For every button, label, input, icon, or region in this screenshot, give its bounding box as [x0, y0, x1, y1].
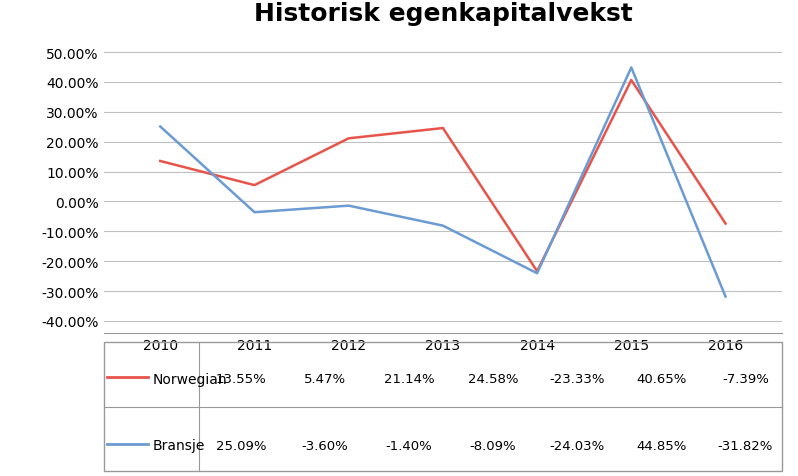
Text: Norwegian: Norwegian — [152, 372, 227, 386]
Text: 40.65%: 40.65% — [636, 372, 686, 385]
Text: -7.39%: -7.39% — [722, 372, 768, 385]
Text: 24.58%: 24.58% — [468, 372, 519, 385]
Text: -3.60%: -3.60% — [302, 439, 348, 452]
Text: -23.33%: -23.33% — [550, 372, 605, 385]
Text: -31.82%: -31.82% — [717, 439, 773, 452]
Text: 25.09%: 25.09% — [215, 439, 266, 452]
Text: 5.47%: 5.47% — [304, 372, 346, 385]
Text: -1.40%: -1.40% — [385, 439, 433, 452]
Title: Historisk egenkapitalvekst: Historisk egenkapitalvekst — [254, 2, 632, 27]
Text: -8.09%: -8.09% — [470, 439, 516, 452]
Text: 13.55%: 13.55% — [215, 372, 266, 385]
Text: 21.14%: 21.14% — [384, 372, 434, 385]
Text: 44.85%: 44.85% — [636, 439, 686, 452]
Text: Bransje: Bransje — [152, 438, 205, 453]
Text: -24.03%: -24.03% — [550, 439, 605, 452]
